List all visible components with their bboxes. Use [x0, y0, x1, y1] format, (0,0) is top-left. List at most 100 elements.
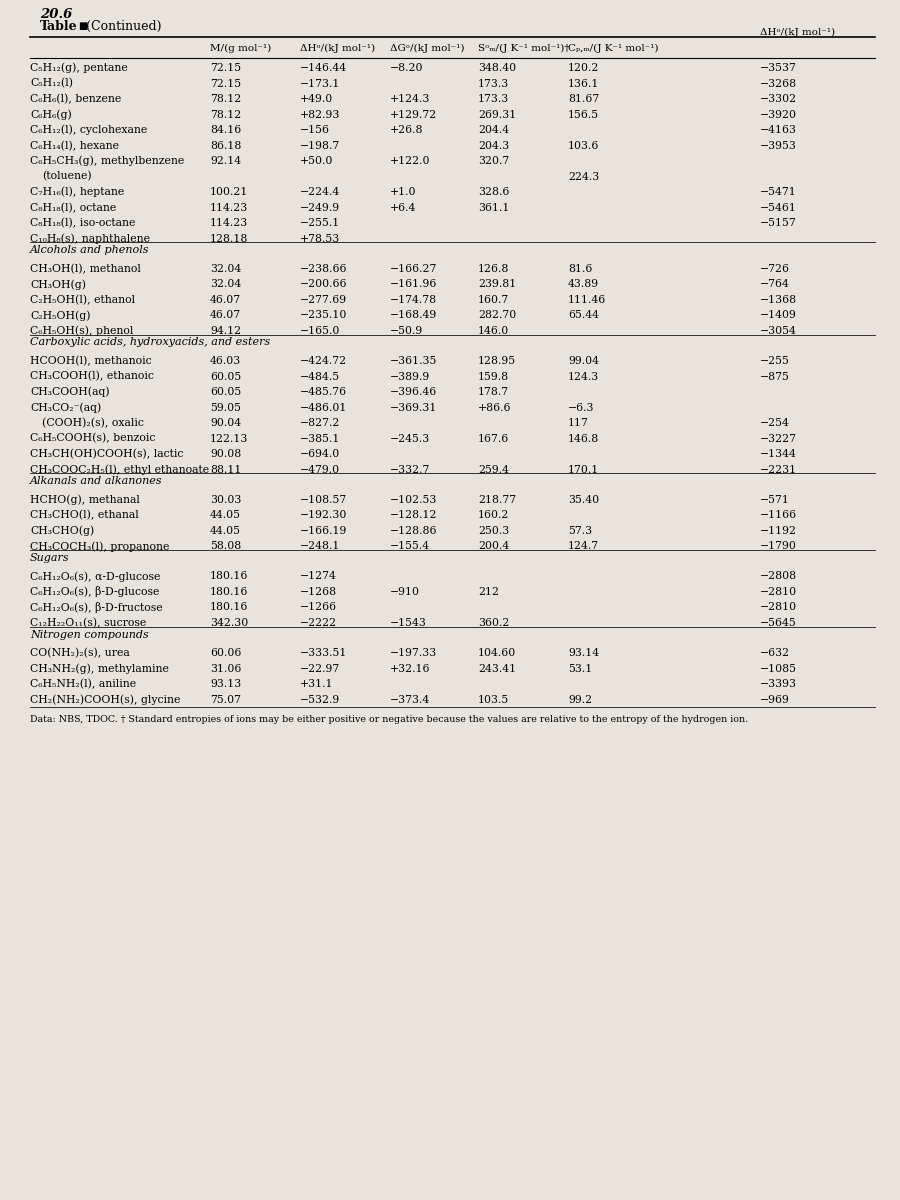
Text: 282.70: 282.70 [478, 311, 517, 320]
Text: 136.1: 136.1 [568, 78, 599, 89]
Text: 146.8: 146.8 [568, 433, 599, 444]
Text: −224.4: −224.4 [300, 187, 340, 197]
Text: C₁₀H₈(s), naphthalene: C₁₀H₈(s), naphthalene [30, 233, 150, 244]
Text: C₁₂H₂₂O₁₁(s), sucrose: C₁₂H₂₂O₁₁(s), sucrose [30, 618, 146, 628]
Text: 120.2: 120.2 [568, 64, 599, 73]
Text: C₆H₁₄(l), hexane: C₆H₁₄(l), hexane [30, 140, 119, 151]
Text: −8.20: −8.20 [390, 64, 424, 73]
Text: −3537: −3537 [760, 64, 796, 73]
Text: 122.13: 122.13 [210, 433, 248, 444]
Text: −102.53: −102.53 [390, 494, 437, 505]
Text: 259.4: 259.4 [478, 464, 509, 474]
Text: 103.6: 103.6 [568, 140, 599, 150]
Text: +49.0: +49.0 [300, 94, 333, 104]
Text: −726: −726 [760, 264, 790, 274]
Text: C₆H₅COOH(s), benzoic: C₆H₅COOH(s), benzoic [30, 433, 156, 444]
Text: −2810: −2810 [760, 602, 797, 612]
Text: −192.30: −192.30 [300, 510, 347, 521]
Text: 173.3: 173.3 [478, 78, 509, 89]
Text: −235.10: −235.10 [300, 311, 347, 320]
Text: 160.2: 160.2 [478, 510, 509, 521]
Text: 78.12: 78.12 [210, 94, 241, 104]
Text: 180.16: 180.16 [210, 571, 248, 582]
Text: +82.93: +82.93 [300, 109, 340, 120]
Text: 328.6: 328.6 [478, 187, 509, 197]
Text: Carboxylic acids, hydroxyacids, and esters: Carboxylic acids, hydroxyacids, and este… [30, 337, 270, 348]
Text: 146.0: 146.0 [478, 325, 509, 336]
Text: 65.44: 65.44 [568, 311, 599, 320]
Text: −373.4: −373.4 [390, 695, 430, 704]
Text: 180.16: 180.16 [210, 602, 248, 612]
Text: −165.0: −165.0 [300, 325, 340, 336]
Text: 360.2: 360.2 [478, 618, 509, 628]
Text: CH₂(NH₂)COOH(s), glycine: CH₂(NH₂)COOH(s), glycine [30, 695, 180, 704]
Text: −108.57: −108.57 [300, 494, 347, 505]
Text: −255.1: −255.1 [300, 218, 340, 228]
Text: 99.2: 99.2 [568, 695, 592, 704]
Text: CH₃NH₂(g), methylamine: CH₃NH₂(g), methylamine [30, 664, 169, 674]
Text: C₂H₅OH(l), ethanol: C₂H₅OH(l), ethanol [30, 295, 135, 305]
Text: −161.96: −161.96 [390, 280, 437, 289]
Text: 159.8: 159.8 [478, 372, 509, 382]
Text: 128.95: 128.95 [478, 356, 516, 366]
Text: −128.86: −128.86 [390, 526, 437, 535]
Text: 124.7: 124.7 [568, 541, 599, 551]
Text: +78.53: +78.53 [300, 234, 340, 244]
Text: 32.04: 32.04 [210, 280, 241, 289]
Text: −332.7: −332.7 [390, 464, 430, 474]
Text: CO(NH₂)₂(s), urea: CO(NH₂)₂(s), urea [30, 648, 130, 659]
Text: −1166: −1166 [760, 510, 797, 521]
Text: +1.0: +1.0 [390, 187, 417, 197]
Text: −875: −875 [760, 372, 790, 382]
Text: C₆H₁₂O₆(s), β-D-glucose: C₆H₁₂O₆(s), β-D-glucose [30, 587, 159, 598]
Text: 46.07: 46.07 [210, 295, 241, 305]
Text: −156: −156 [300, 125, 330, 136]
Text: 94.12: 94.12 [210, 325, 241, 336]
Text: CH₃COOH(l), ethanoic: CH₃COOH(l), ethanoic [30, 371, 154, 382]
Text: Data: NBS, TDOC. † Standard entropies of ions may be either positive or negative: Data: NBS, TDOC. † Standard entropies of… [30, 714, 748, 724]
Text: Alcohols and phenols: Alcohols and phenols [30, 245, 149, 256]
Text: 243.41: 243.41 [478, 664, 516, 673]
Text: 218.77: 218.77 [478, 494, 516, 505]
Text: C₈H₁₈(l), iso-octane: C₈H₁₈(l), iso-octane [30, 218, 135, 228]
Text: 167.6: 167.6 [478, 433, 509, 444]
Text: −969: −969 [760, 695, 790, 704]
Text: −1368: −1368 [760, 295, 797, 305]
Text: 104.60: 104.60 [478, 648, 517, 658]
Text: −479.0: −479.0 [300, 464, 340, 474]
Text: 46.07: 46.07 [210, 311, 241, 320]
Text: 92.14: 92.14 [210, 156, 241, 166]
Text: −255: −255 [760, 356, 790, 366]
Text: −238.66: −238.66 [300, 264, 347, 274]
Text: 93.14: 93.14 [568, 648, 599, 658]
Text: 320.7: 320.7 [478, 156, 509, 166]
Text: 86.18: 86.18 [210, 140, 241, 150]
Text: CH₃CHO(g): CH₃CHO(g) [30, 526, 94, 536]
Text: 114.23: 114.23 [210, 218, 248, 228]
Text: −200.66: −200.66 [300, 280, 347, 289]
Text: 269.31: 269.31 [478, 109, 517, 120]
Text: −1268: −1268 [300, 587, 338, 596]
Text: (COOH)₂(s), oxalic: (COOH)₂(s), oxalic [42, 418, 144, 428]
Text: M/(g mol⁻¹): M/(g mol⁻¹) [210, 43, 271, 53]
Text: 78.12: 78.12 [210, 109, 241, 120]
Text: C₆H₆(g): C₆H₆(g) [30, 109, 72, 120]
Text: −5461: −5461 [760, 203, 796, 212]
Text: −1266: −1266 [300, 602, 338, 612]
Text: 224.3: 224.3 [568, 172, 599, 181]
Text: 90.04: 90.04 [210, 418, 241, 428]
Text: 250.3: 250.3 [478, 526, 509, 535]
Text: 81.67: 81.67 [568, 94, 599, 104]
Text: −3054: −3054 [760, 325, 796, 336]
Text: −1790: −1790 [760, 541, 796, 551]
Text: −1344: −1344 [760, 449, 796, 460]
Text: 59.05: 59.05 [210, 402, 241, 413]
Text: Table: Table [40, 19, 77, 32]
Text: −5157: −5157 [760, 218, 796, 228]
Text: −245.3: −245.3 [390, 433, 430, 444]
Text: −3920: −3920 [760, 109, 797, 120]
Text: −1192: −1192 [760, 526, 797, 535]
Text: CH₃CO₂⁻(aq): CH₃CO₂⁻(aq) [30, 402, 101, 413]
Text: Alkanals and alkanones: Alkanals and alkanones [30, 476, 163, 486]
Text: −2810: −2810 [760, 587, 797, 596]
